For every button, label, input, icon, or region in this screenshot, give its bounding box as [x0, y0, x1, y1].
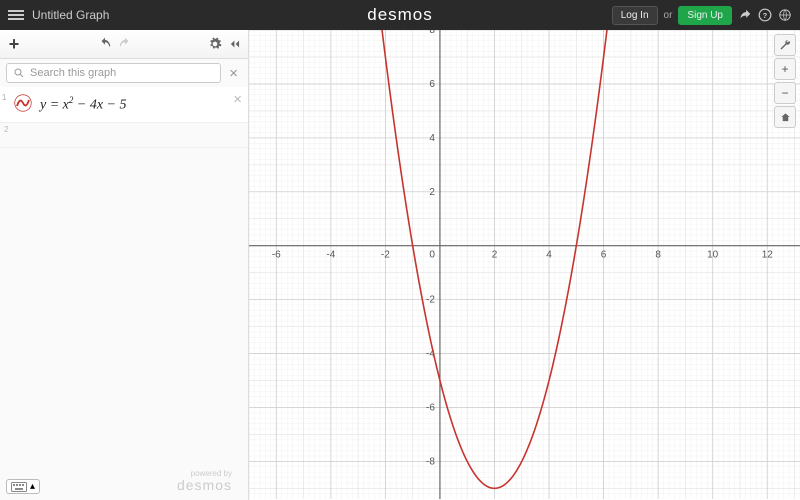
svg-text:-6: -6 — [426, 402, 435, 413]
graph-canvas[interactable]: + − -6-4-224681012-8-6-4-224680 — [249, 30, 800, 500]
search-icon — [13, 67, 25, 79]
svg-text:8: 8 — [429, 30, 435, 36]
svg-text:2: 2 — [429, 187, 435, 198]
login-button[interactable]: Log In — [612, 6, 658, 25]
share-icon[interactable] — [738, 8, 752, 22]
row-index: 2 — [4, 125, 8, 134]
clear-search-icon[interactable]: × — [225, 65, 242, 82]
home-button[interactable] — [774, 106, 796, 128]
signup-button[interactable]: Sign Up — [678, 6, 732, 25]
svg-text:4: 4 — [429, 133, 435, 144]
expression-row[interactable]: 2 — [0, 123, 248, 148]
collapse-icon[interactable] — [228, 37, 242, 51]
settings-icon[interactable] — [208, 37, 222, 51]
svg-text:6: 6 — [601, 250, 607, 261]
svg-text:8: 8 — [655, 250, 661, 261]
svg-text:12: 12 — [762, 250, 774, 261]
brand-logo: desmos — [367, 5, 433, 25]
svg-text:-8: -8 — [426, 456, 435, 467]
keyboard-icon — [11, 482, 27, 492]
undo-icon[interactable] — [98, 37, 112, 51]
svg-text:4: 4 — [546, 250, 552, 261]
add-expression-button[interactable]: + — [6, 34, 22, 55]
svg-text:6: 6 — [429, 79, 435, 90]
svg-text:?: ? — [763, 11, 768, 20]
globe-icon[interactable] — [778, 8, 792, 22]
search-placeholder: Search this graph — [30, 67, 116, 79]
plot-svg: -6-4-224681012-8-6-4-224680 — [249, 30, 800, 499]
graph-title[interactable]: Untitled Graph — [32, 8, 109, 22]
zoom-in-button[interactable]: + — [774, 58, 796, 80]
svg-text:-2: -2 — [381, 250, 390, 261]
expression-formula[interactable]: y = x2 − 4x − 5 — [40, 91, 126, 114]
chevron-up-icon: ▴ — [30, 481, 35, 492]
svg-text:10: 10 — [707, 250, 719, 261]
svg-text:0: 0 — [429, 250, 435, 261]
plot-icon[interactable] — [12, 92, 34, 114]
svg-text:-4: -4 — [326, 250, 335, 261]
help-icon[interactable]: ? — [758, 8, 772, 22]
powered-by: powered by desmos — [177, 470, 232, 492]
svg-text:-2: -2 — [426, 295, 435, 306]
menu-icon[interactable] — [8, 8, 24, 22]
keyboard-toggle[interactable]: ▴ — [6, 479, 40, 494]
delete-row-icon[interactable]: × — [233, 91, 242, 108]
expression-row[interactable]: 1 y = x2 − 4x − 5 × — [0, 87, 248, 123]
redo-icon[interactable] — [118, 37, 132, 51]
zoom-out-button[interactable]: − — [774, 82, 796, 104]
wrench-icon[interactable] — [774, 34, 796, 56]
svg-text:2: 2 — [492, 250, 498, 261]
svg-text:-6: -6 — [272, 250, 281, 261]
row-index: 1 — [2, 91, 10, 114]
or-label: or — [664, 10, 673, 21]
search-input[interactable]: Search this graph — [6, 63, 221, 83]
